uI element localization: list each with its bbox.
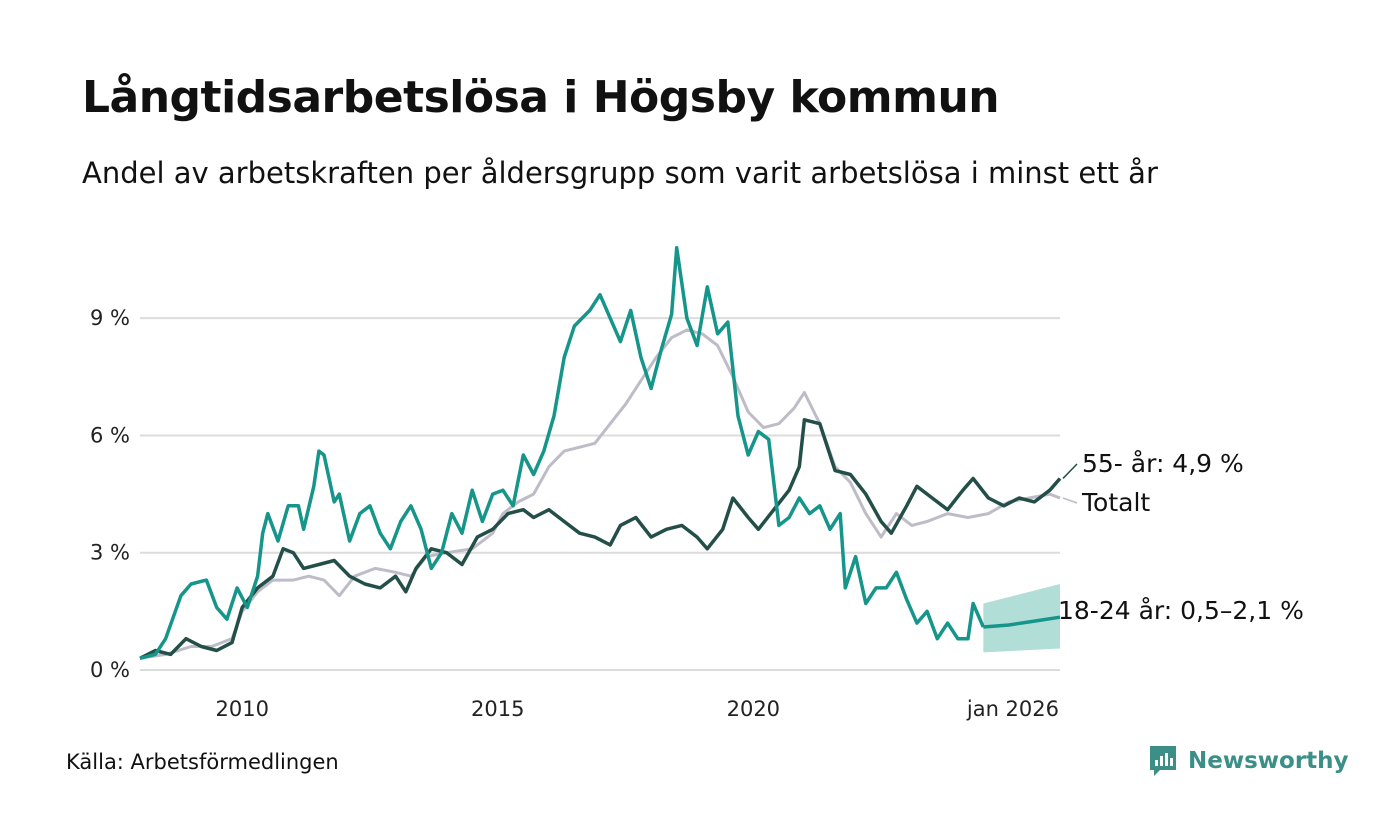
y-tick-label: 0 % <box>90 658 130 682</box>
series-end-label: 18-24 år: 0,5–2,1 % <box>1058 596 1304 625</box>
chart-title: Långtidsarbetslösa i Högsby kommun <box>82 72 1000 123</box>
brand-name: Newsworthy <box>1188 748 1349 774</box>
series-end-label: Totalt <box>1081 488 1150 517</box>
series-line-totalt <box>139 328 1061 660</box>
brand-logo[interactable]: Newsworthy <box>1148 744 1349 778</box>
y-tick-label: 3 % <box>90 541 130 565</box>
series-line-18-24-r <box>139 246 985 660</box>
x-tick-label: 2020 <box>727 697 780 721</box>
forecast-band-layer <box>983 584 1060 653</box>
chart-subtitle: Andel av arbetskraften per åldersgrupp s… <box>82 156 1158 190</box>
series-line-18-24-r-prognos <box>983 615 1061 629</box>
axis-ticks: 0 % 3 % 6 % 9 % 2010 2015 2020 jan 2026 <box>90 306 1059 721</box>
newsworthy-icon <box>1150 746 1176 776</box>
label-leader <box>1062 497 1078 504</box>
forecast-band <box>983 584 1060 653</box>
y-tick-label: 9 % <box>90 306 130 330</box>
y-tick-label: 6 % <box>90 423 130 447</box>
series-lines <box>139 246 1062 660</box>
series-end-label: 55- år: 4,9 % <box>1082 449 1244 478</box>
source-note: Källa: Arbetsförmedlingen <box>66 750 339 774</box>
label-leader <box>1062 463 1078 479</box>
x-tick-label: 2010 <box>215 697 268 721</box>
series-labels: 55- år: 4,9 % Totalt 18-24 år: 0,5–2,1 % <box>1058 449 1304 625</box>
x-tick-label: jan 2026 <box>966 697 1059 721</box>
series-line-55-r <box>139 418 1062 660</box>
x-tick-label: 2015 <box>471 697 524 721</box>
